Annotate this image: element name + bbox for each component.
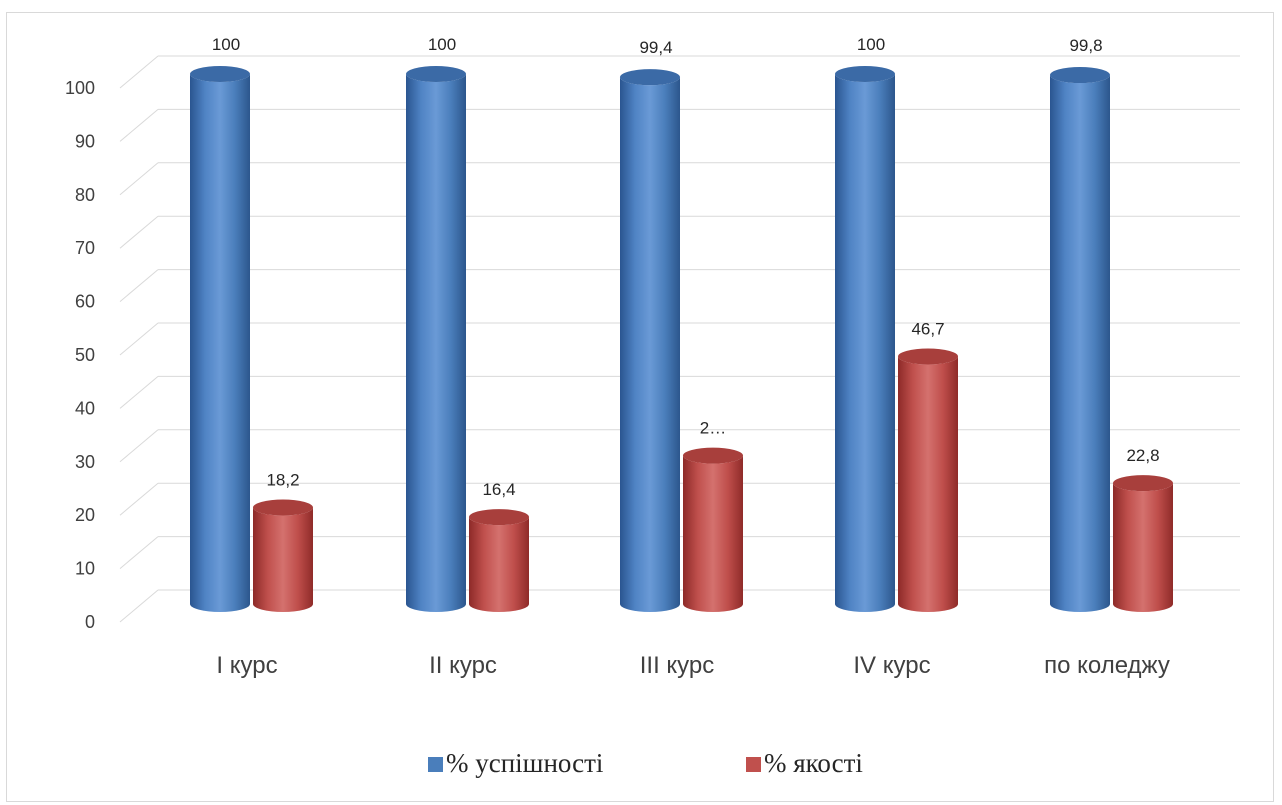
data-label: 16,4	[482, 480, 515, 499]
bar-0-1	[253, 499, 313, 612]
bar-top-cap	[469, 509, 529, 526]
bar-body	[683, 455, 743, 612]
data-label: 2…	[700, 419, 726, 438]
bar-body	[835, 74, 895, 612]
x-axis-categories: I курс II курс III курс IV курс по коледжу	[216, 652, 1169, 679]
bar-top-cap	[835, 66, 895, 82]
bar-top-cap	[406, 66, 466, 82]
bar-3-1	[898, 348, 958, 612]
gridline-depth	[119, 322, 159, 356]
bar-body	[469, 517, 529, 612]
data-label: 22,8	[1126, 446, 1159, 465]
y-tick-label: 20	[75, 505, 95, 525]
category-label: IV курс	[853, 652, 930, 679]
category-label: по коледжу	[1044, 652, 1170, 679]
gridline-depth	[119, 215, 159, 249]
y-tick-label: 60	[75, 292, 95, 312]
bar-body	[620, 77, 680, 613]
y-tick-label: 40	[75, 398, 95, 418]
data-label: 46,7	[911, 319, 944, 338]
legend-swatch	[428, 757, 443, 772]
bar-top-cap	[190, 66, 250, 82]
data-label: 99,8	[1069, 36, 1102, 55]
y-tick-label: 90	[75, 131, 95, 151]
legend-label: % якості	[764, 748, 863, 778]
bar-top-cap	[1050, 67, 1110, 84]
bar-top-cap	[1113, 475, 1173, 492]
bar-top-cap	[683, 447, 743, 464]
gridline-depth	[119, 55, 159, 89]
legend-label: % успішності	[446, 748, 603, 778]
y-tick-label: 100	[65, 78, 95, 98]
legend: % успішності % якості	[428, 748, 863, 778]
bar-4-1	[1113, 475, 1173, 612]
data-label: 100	[212, 35, 240, 54]
bar-body	[1113, 483, 1173, 612]
bar-3-0	[835, 66, 895, 612]
bar-1-0	[406, 66, 466, 612]
y-tick-label: 70	[75, 238, 95, 258]
data-label: 99,4	[639, 38, 672, 57]
y-tick-label: 0	[85, 612, 95, 632]
data-label: 100	[857, 35, 885, 54]
bar-top-cap	[253, 499, 313, 516]
y-tick-label: 80	[75, 185, 95, 205]
category-label: II курс	[429, 652, 497, 679]
bar-body	[190, 74, 250, 612]
bar-4-0	[1050, 67, 1110, 612]
gridline-depth	[119, 376, 159, 409]
bar-body	[253, 507, 313, 612]
data-labels-layer: 100 18,2 100 16,4 99,4 2… 100 46,7 99,8 22,8	[212, 35, 1160, 499]
gridline-depth	[119, 269, 159, 302]
gridline-depth	[119, 589, 159, 623]
category-label: I курс	[216, 652, 277, 679]
data-label: 18,2	[266, 471, 299, 490]
y-axis-ticks: 0 10 20 30 40 50 60 70 80 90 100	[65, 78, 95, 632]
bar-2-1	[683, 447, 743, 612]
gridline-depth	[119, 109, 159, 142]
bar-body	[1050, 75, 1110, 612]
bar-2-0	[620, 69, 680, 613]
bar-1-1	[469, 509, 529, 612]
bars-layer	[190, 66, 1173, 613]
bar-body	[898, 356, 958, 612]
bar-top-cap	[898, 348, 958, 365]
y-tick-label: 10	[75, 559, 95, 579]
gridline-depth	[119, 482, 159, 516]
gridline-depth	[119, 162, 159, 196]
y-tick-label: 30	[75, 452, 95, 472]
bar-body	[406, 74, 466, 612]
y-tick-label: 50	[75, 345, 95, 365]
gridline-depth	[119, 536, 159, 569]
category-label: III курс	[640, 652, 715, 679]
legend-swatch	[746, 757, 761, 772]
bar-0-0	[190, 66, 250, 612]
data-label: 100	[428, 35, 456, 54]
gridline-depth	[119, 429, 159, 463]
bar-top-cap	[620, 69, 680, 86]
